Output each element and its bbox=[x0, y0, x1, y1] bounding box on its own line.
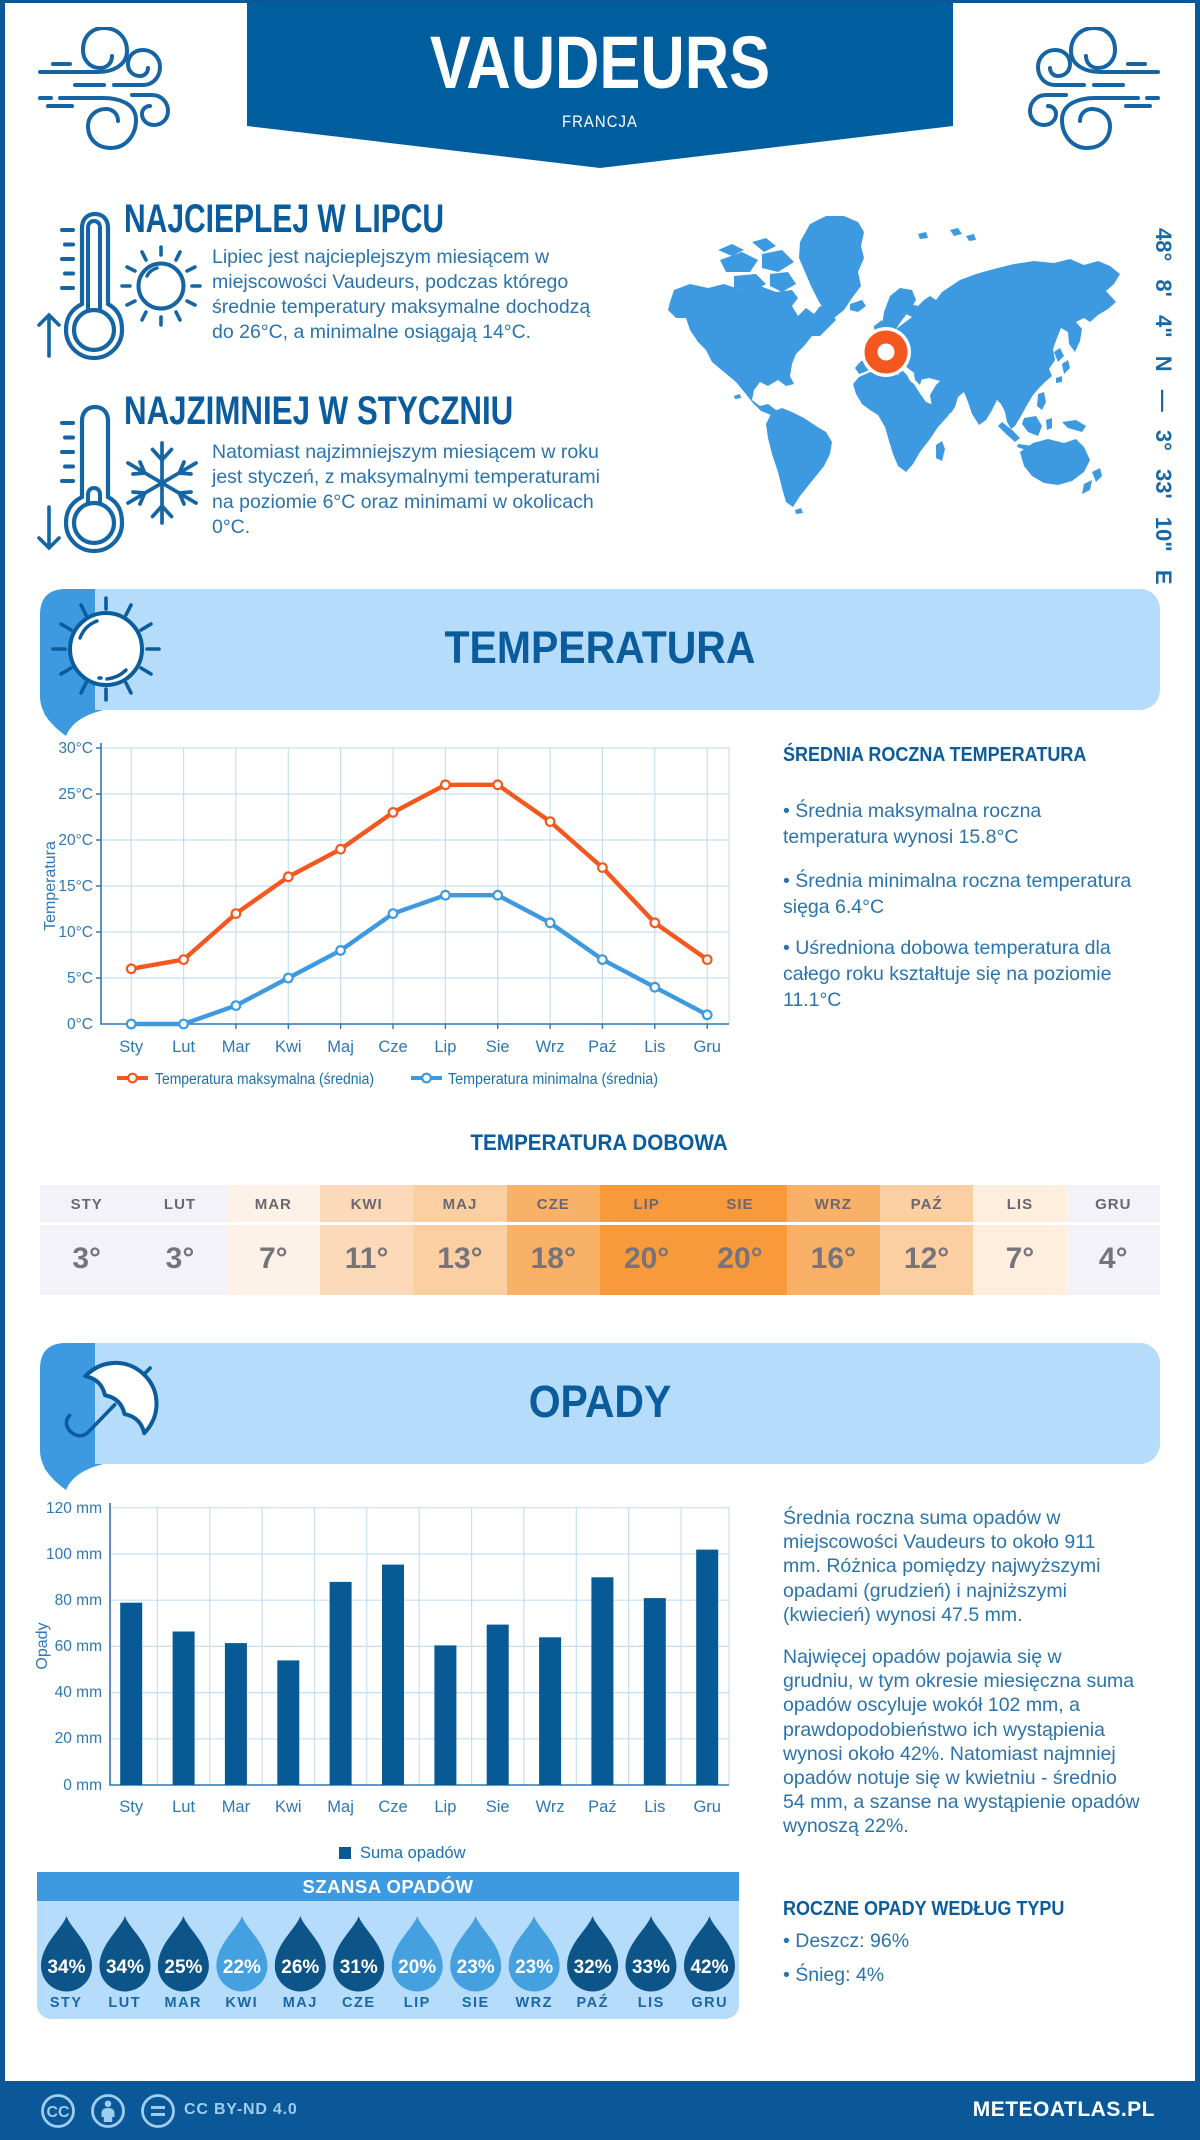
svg-text:25°C: 25°C bbox=[58, 786, 93, 803]
svg-text:0 mm: 0 mm bbox=[63, 1777, 102, 1794]
svg-text:0°C: 0°C bbox=[67, 1016, 93, 1033]
svg-text:20%: 20% bbox=[398, 1957, 436, 1978]
svg-text:Sie: Sie bbox=[486, 1798, 510, 1816]
svg-text:23%: 23% bbox=[457, 1957, 495, 1978]
svg-text:26%: 26% bbox=[281, 1957, 319, 1978]
svg-text:100 mm: 100 mm bbox=[46, 1546, 102, 1563]
svg-text:Lis: Lis bbox=[644, 1798, 665, 1816]
svg-text:Sty: Sty bbox=[119, 1038, 144, 1056]
svg-text:40 mm: 40 mm bbox=[55, 1684, 102, 1701]
svg-text:60 mm: 60 mm bbox=[55, 1638, 102, 1655]
svg-text:Wrz: Wrz bbox=[536, 1798, 565, 1816]
svg-text:20 mm: 20 mm bbox=[55, 1730, 102, 1747]
svg-text:Kwi: Kwi bbox=[275, 1038, 302, 1056]
svg-text:Maj: Maj bbox=[327, 1038, 354, 1056]
svg-text:CC: CC bbox=[46, 2104, 70, 2121]
svg-text:22%: 22% bbox=[223, 1957, 261, 1978]
svg-text:31%: 31% bbox=[340, 1957, 378, 1978]
svg-text:Wrz: Wrz bbox=[536, 1038, 565, 1056]
svg-text:Sie: Sie bbox=[486, 1038, 510, 1056]
svg-text:23%: 23% bbox=[515, 1957, 553, 1978]
svg-text:Sty: Sty bbox=[119, 1798, 144, 1816]
svg-text:Temperatura maksymalna (średni: Temperatura maksymalna (średnia) bbox=[155, 1071, 374, 1088]
svg-text:Mar: Mar bbox=[222, 1798, 251, 1816]
svg-text:Paź: Paź bbox=[588, 1798, 616, 1816]
svg-text:Temperatura: Temperatura bbox=[42, 841, 59, 931]
svg-text:33%: 33% bbox=[632, 1957, 670, 1978]
svg-text:Cze: Cze bbox=[378, 1798, 407, 1816]
svg-text:Opady: Opady bbox=[34, 1622, 51, 1669]
svg-text:Cze: Cze bbox=[378, 1038, 407, 1056]
svg-text:10°C: 10°C bbox=[58, 924, 93, 941]
svg-text:32%: 32% bbox=[574, 1957, 612, 1978]
svg-text:Lis: Lis bbox=[644, 1038, 665, 1056]
svg-text:120 mm: 120 mm bbox=[46, 1500, 102, 1517]
svg-text:Mar: Mar bbox=[222, 1038, 251, 1056]
svg-text:Lip: Lip bbox=[434, 1798, 456, 1816]
svg-text:Kwi: Kwi bbox=[275, 1798, 302, 1816]
svg-text:Gru: Gru bbox=[693, 1038, 721, 1056]
svg-text:20°C: 20°C bbox=[58, 832, 93, 849]
svg-text:34%: 34% bbox=[106, 1957, 144, 1978]
svg-text:Suma opadów: Suma opadów bbox=[360, 1844, 466, 1862]
svg-text:Gru: Gru bbox=[693, 1798, 721, 1816]
svg-text:25%: 25% bbox=[164, 1957, 202, 1978]
svg-text:80 mm: 80 mm bbox=[55, 1592, 102, 1609]
svg-text:Lut: Lut bbox=[172, 1038, 195, 1056]
svg-text:Lut: Lut bbox=[172, 1798, 195, 1816]
svg-text:15°C: 15°C bbox=[58, 878, 93, 895]
svg-text:Lip: Lip bbox=[434, 1038, 456, 1056]
svg-text:Paź: Paź bbox=[588, 1038, 616, 1056]
svg-text:5°C: 5°C bbox=[67, 970, 93, 987]
svg-text:30°C: 30°C bbox=[58, 740, 93, 757]
svg-text:Temperatura minimalna (średnia: Temperatura minimalna (średnia) bbox=[448, 1071, 658, 1088]
svg-text:Maj: Maj bbox=[327, 1798, 354, 1816]
svg-text:42%: 42% bbox=[690, 1957, 728, 1978]
svg-text:34%: 34% bbox=[47, 1957, 85, 1978]
